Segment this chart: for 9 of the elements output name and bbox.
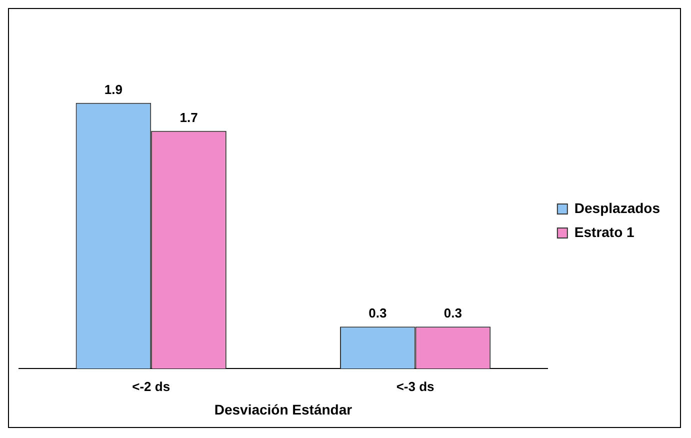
x-tick-label: <-3 ds [396,378,434,394]
data-label: 1.9 [104,82,122,97]
x-axis-title: Desviación Estándar [214,401,353,418]
data-label: 0.3 [368,306,387,321]
legend-label: Estrato 1 [574,224,635,240]
data-label: 0.3 [444,306,462,321]
data-label: 1.7 [180,110,198,125]
legend-label: Desplazados [574,200,660,216]
x-tick-label: <-2 ds [132,378,170,394]
